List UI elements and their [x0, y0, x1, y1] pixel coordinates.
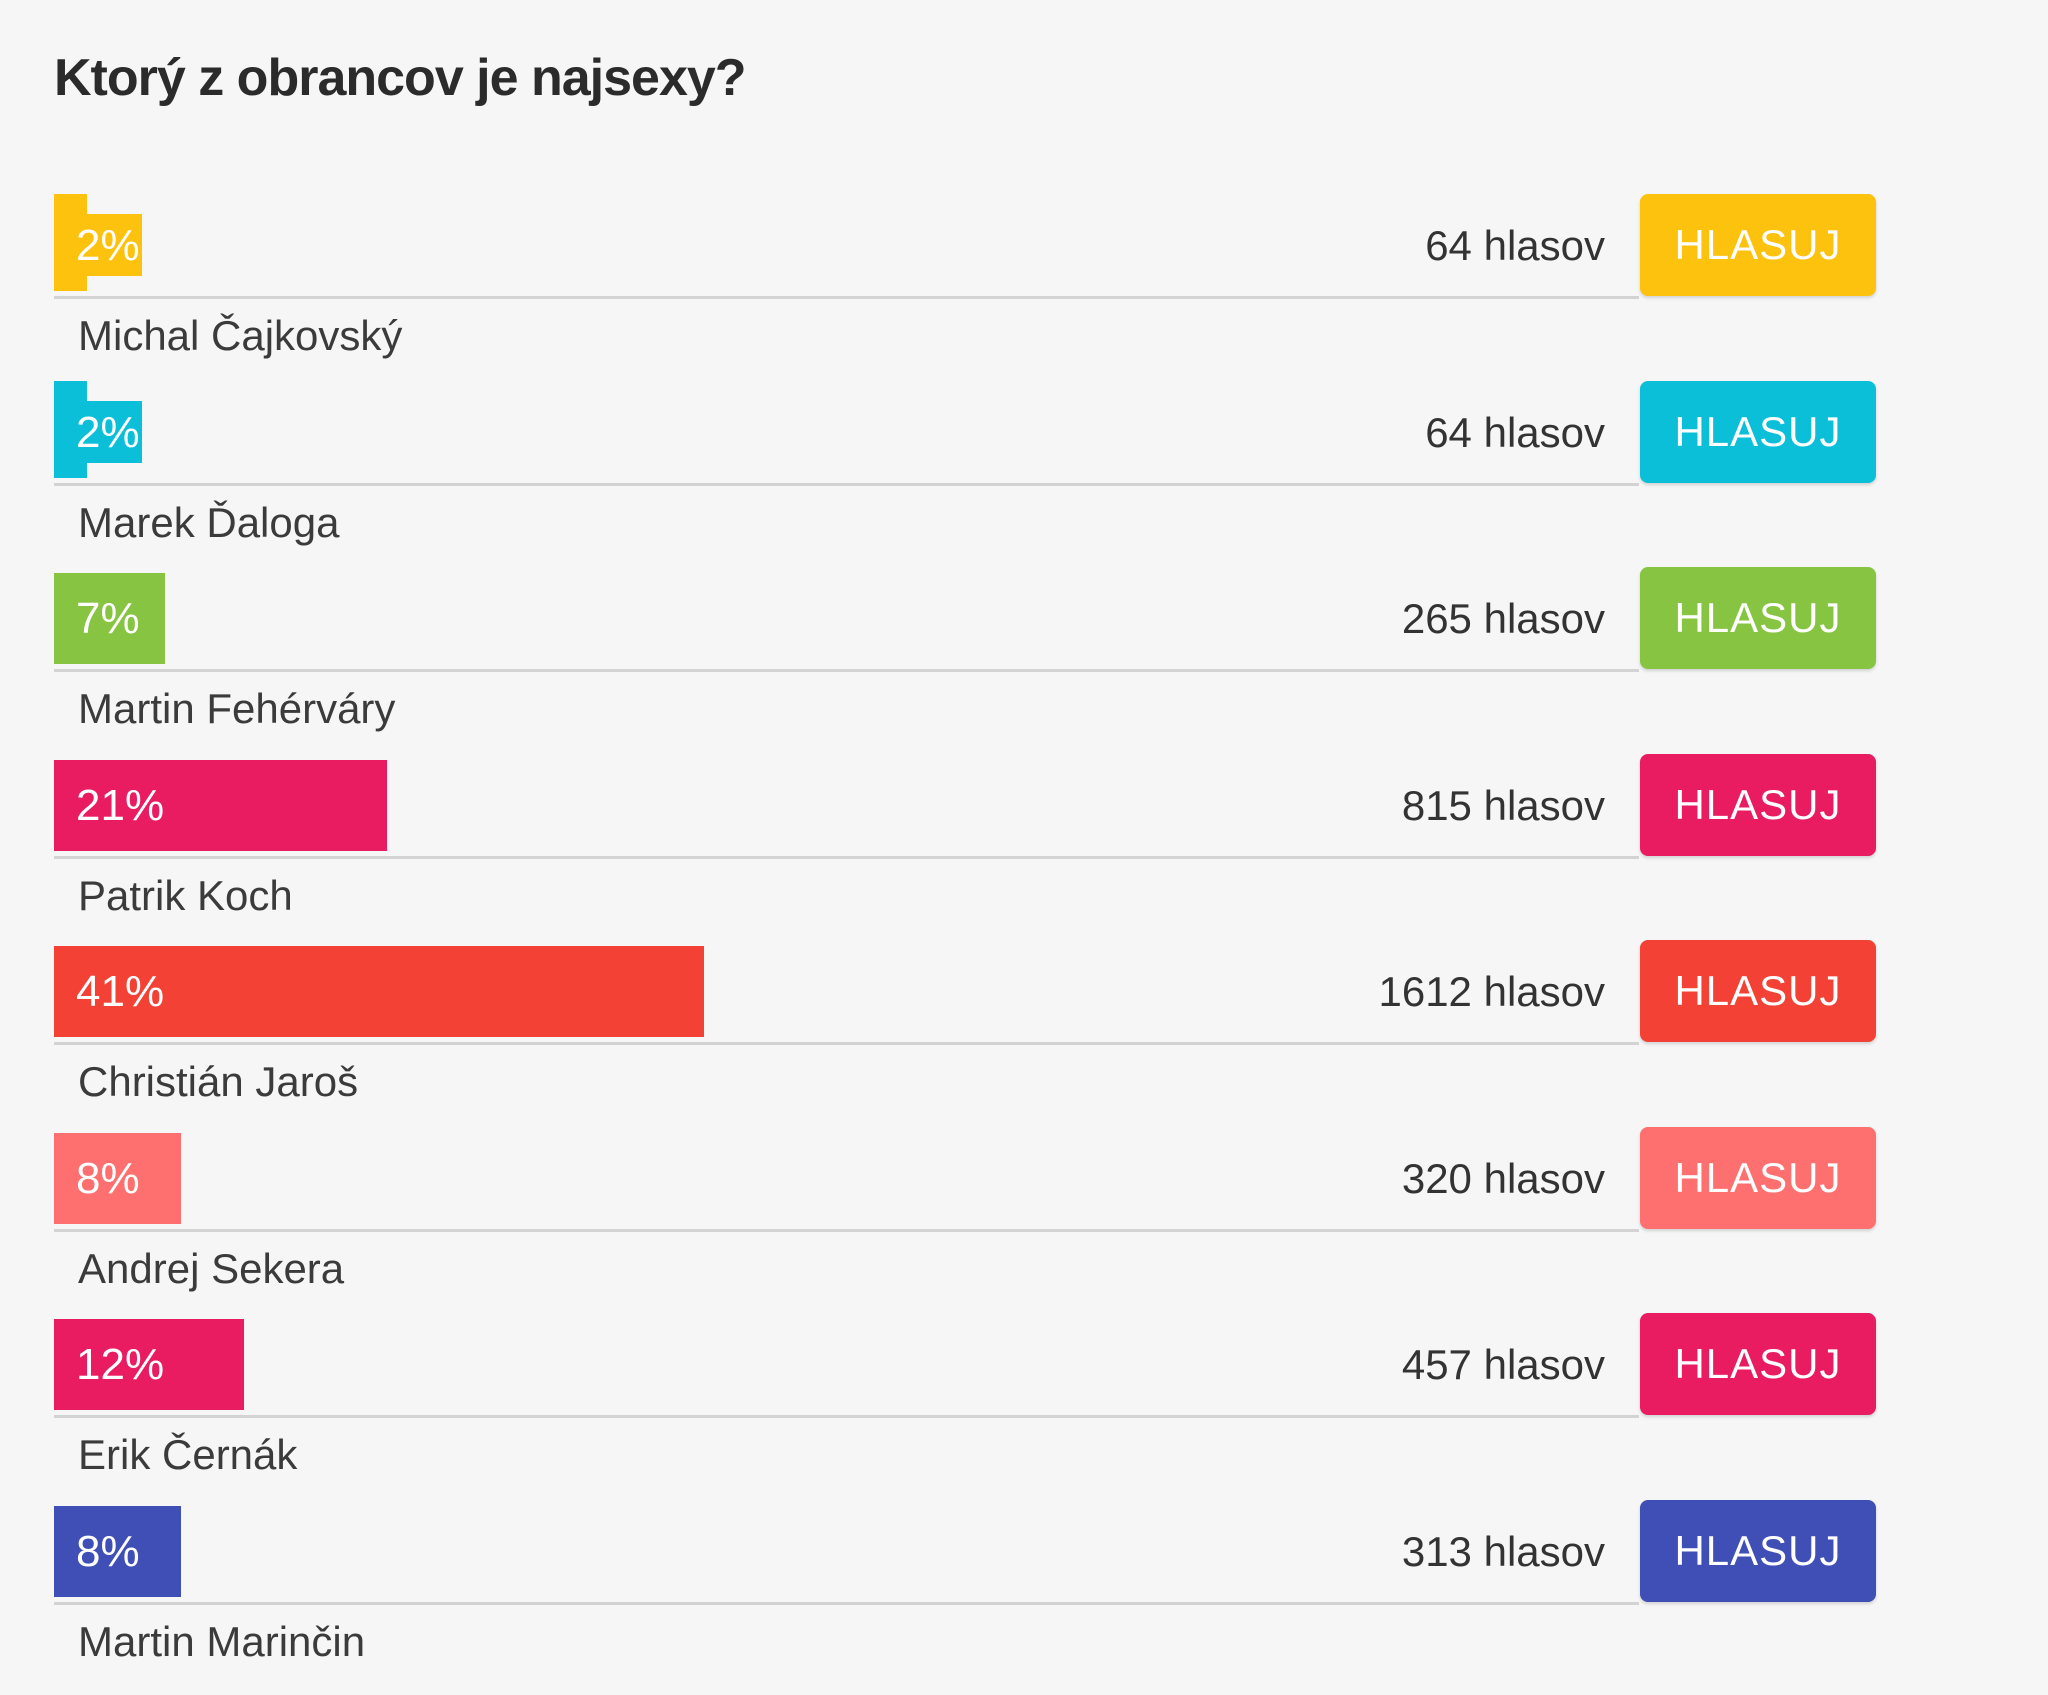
- poll-option: 41% 1612 hlasov HLASUJ Christián Jaroš: [0, 940, 2048, 1126]
- percent-label: 2%: [76, 408, 140, 457]
- result-bar: [54, 1133, 181, 1224]
- poll-option: 21% 815 hlasov HLASUJ Patrik Koch: [0, 754, 2048, 940]
- poll-option: 8% 313 hlasov HLASUJ Martin Marinčin: [0, 1500, 2048, 1686]
- percent-label: 8%: [76, 1154, 140, 1203]
- result-bar: [54, 946, 704, 1037]
- candidate-name: Marek Ďaloga: [78, 499, 340, 546]
- percent-label: 7%: [76, 594, 140, 643]
- candidate-name: Christián Jaroš: [78, 1058, 359, 1105]
- result-track: 2%: [54, 381, 1639, 486]
- vote-button[interactable]: HLASUJ: [1640, 194, 1876, 296]
- vote-count: 1612 hlasov: [1378, 968, 1605, 1015]
- vote-count: 265 hlasov: [1401, 595, 1605, 642]
- vote-button[interactable]: HLASUJ: [1640, 940, 1876, 1042]
- poll-option: 2% 64 hlasov HLASUJ Michal Čajkovský: [0, 194, 2048, 380]
- result-track: 2%: [54, 194, 1639, 299]
- vote-count: 320 hlasov: [1401, 1155, 1605, 1202]
- candidate-name: Erik Černák: [78, 1431, 298, 1478]
- result-track: 7%: [54, 573, 1639, 672]
- percent-label: 21%: [76, 781, 165, 830]
- vote-count: 815 hlasov: [1401, 782, 1605, 829]
- candidate-name: Michal Čajkovský: [78, 312, 403, 359]
- result-bar: [54, 1506, 181, 1597]
- vote-count: 64 hlasov: [1425, 409, 1605, 456]
- result-track: 8%: [54, 1506, 1639, 1605]
- vote-button[interactable]: HLASUJ: [1640, 381, 1876, 483]
- vote-button[interactable]: HLASUJ: [1640, 567, 1876, 669]
- poll-option: 7% 265 hlasov HLASUJ Martin Fehérváry: [0, 567, 2048, 753]
- result-bar: [54, 760, 387, 851]
- poll-option: 8% 320 hlasov HLASUJ Andrej Sekera: [0, 1127, 2048, 1313]
- vote-button[interactable]: HLASUJ: [1640, 754, 1876, 856]
- result-track: 8%: [54, 1133, 1639, 1232]
- result-track: 21%: [54, 760, 1639, 859]
- vote-count: 457 hlasov: [1401, 1341, 1605, 1388]
- percent-label: 2%: [76, 221, 140, 270]
- result-bar: [54, 573, 165, 664]
- candidate-name: Patrik Koch: [78, 872, 293, 919]
- vote-count: 313 hlasov: [1401, 1528, 1605, 1575]
- result-track: 41%: [54, 946, 1639, 1045]
- result-track: 12%: [54, 1319, 1639, 1418]
- poll-title: Ktorý z obrancov je najsexy?: [54, 49, 747, 107]
- vote-button[interactable]: HLASUJ: [1640, 1313, 1876, 1415]
- percent-label: 8%: [76, 1527, 140, 1576]
- vote-button[interactable]: HLASUJ: [1640, 1127, 1876, 1229]
- candidate-name: Martin Marinčin: [78, 1618, 366, 1665]
- candidate-name: Andrej Sekera: [78, 1245, 345, 1292]
- candidate-name: Martin Fehérváry: [78, 685, 396, 732]
- poll-option: 2% 64 hlasov HLASUJ Marek Ďaloga: [0, 381, 2048, 567]
- poll-option: 12% 457 hlasov HLASUJ Erik Černák: [0, 1313, 2048, 1499]
- result-bar: [54, 1319, 244, 1410]
- percent-label: 41%: [76, 967, 165, 1016]
- percent-label: 12%: [76, 1340, 165, 1389]
- vote-button[interactable]: HLASUJ: [1640, 1500, 1876, 1602]
- vote-count: 64 hlasov: [1425, 222, 1605, 269]
- percent-label-background: [70, 401, 142, 463]
- percent-label-background: [70, 214, 142, 276]
